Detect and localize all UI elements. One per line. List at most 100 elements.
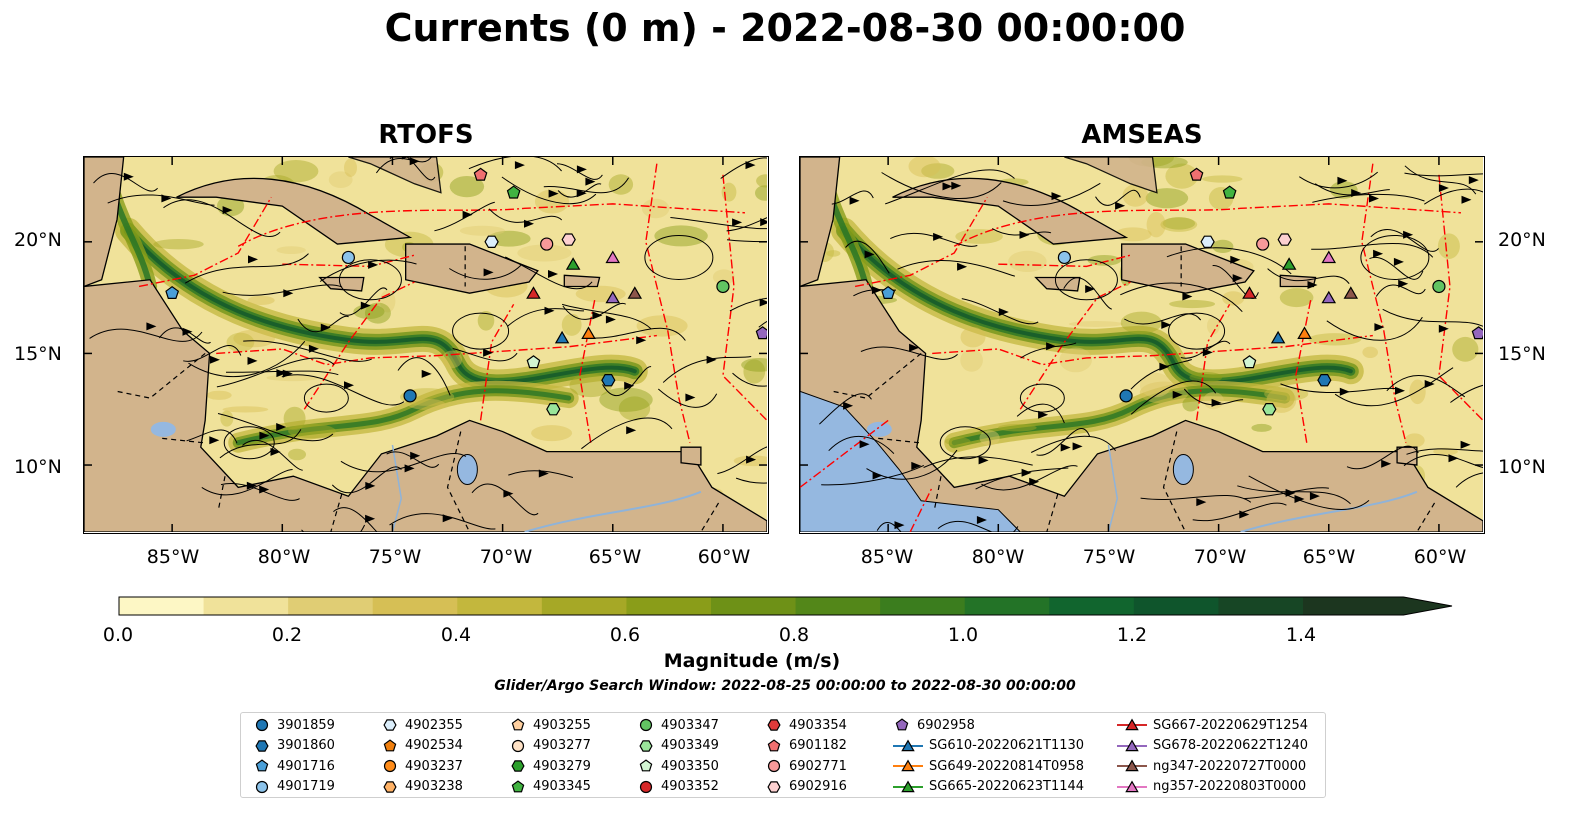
lon-label-65w-right: 65°W xyxy=(1302,546,1356,568)
platform-marker xyxy=(1277,233,1292,246)
colorbar-tick: 1.2 xyxy=(1116,624,1148,646)
lat-label-10n-right: 10°N xyxy=(1498,456,1546,478)
legend-item: 4903279 xyxy=(509,756,591,776)
legend-marker-icon xyxy=(893,779,923,792)
legend-label: 4903350 xyxy=(661,758,719,774)
eddy-streamline xyxy=(1019,383,1065,413)
colorbar-outline xyxy=(118,596,1453,616)
legend-label: 6902958 xyxy=(917,717,975,733)
legend-marker xyxy=(901,738,915,751)
legend-marker-icon xyxy=(511,779,525,792)
legend-label: 4903237 xyxy=(405,758,463,774)
legend-marker-icon xyxy=(1117,718,1147,731)
platform-marker xyxy=(1189,167,1204,181)
legend-label: 3901859 xyxy=(277,717,335,733)
legend-marker-icon xyxy=(255,759,269,772)
platform-marker xyxy=(1242,286,1257,299)
legend-marker xyxy=(767,738,781,751)
legend-marker xyxy=(383,759,397,773)
platform-marker xyxy=(165,285,180,299)
platform-marker xyxy=(1297,326,1312,339)
colorbar-segment xyxy=(711,597,797,615)
platform-marker xyxy=(506,185,521,199)
legend-item: SG649-20220814T0958 xyxy=(893,756,1084,776)
colorbar-segment xyxy=(795,597,881,615)
legend-item: SG610-20220621T1130 xyxy=(893,736,1084,756)
search-window-text: Glider/Argo Search Window: 2022-08-25 00… xyxy=(494,678,1076,694)
legend-item: 3901860 xyxy=(253,736,335,756)
legend-label: 4902355 xyxy=(405,717,463,733)
platform-marker xyxy=(1281,257,1297,270)
legend-label: 4901716 xyxy=(277,758,335,774)
legend-marker xyxy=(383,780,397,793)
legend-marker-icon xyxy=(895,718,909,731)
platform-marker xyxy=(341,250,355,265)
legend-marker-icon xyxy=(1117,738,1147,751)
platform-marker xyxy=(755,326,767,340)
national-borders xyxy=(116,246,720,532)
lake-maracaibo xyxy=(456,454,478,485)
lon-label-80w-right: 80°W xyxy=(971,546,1025,568)
map-panel-amseas[interactable] xyxy=(799,156,1485,534)
cuba-island xyxy=(176,177,413,245)
bahamas-islands xyxy=(1064,157,1158,194)
national-borders xyxy=(832,246,1436,532)
legend-label: ng357-20220803T0000 xyxy=(1153,779,1307,794)
lon-label-75w-left: 75°W xyxy=(368,546,422,568)
lake-maracaibo xyxy=(1172,454,1194,485)
legend-item: 6902916 xyxy=(765,777,847,797)
platform-marker xyxy=(1321,290,1337,304)
legend-label: SG665-20220623T1144 xyxy=(929,779,1085,794)
platform-marker xyxy=(565,257,581,270)
legend-marker-icon xyxy=(255,718,269,732)
lat-label-15n-right: 15°N xyxy=(1498,343,1546,365)
eddy-streamline xyxy=(1168,312,1226,350)
legend-item: 4902534 xyxy=(381,736,463,756)
river xyxy=(1107,444,1119,532)
eddy-streamline xyxy=(223,426,275,460)
legend-item: 6902958 xyxy=(893,715,975,735)
platform-marker xyxy=(605,250,621,264)
colorbar-tick: 1.4 xyxy=(1285,624,1317,646)
lon-label-60w-left: 60°W xyxy=(697,546,751,568)
legend-marker xyxy=(1125,779,1139,792)
colorbar-tick: 0.6 xyxy=(609,624,641,646)
colorbar-segment xyxy=(288,597,374,615)
legend-label: 3901860 xyxy=(277,738,335,753)
platform-marker xyxy=(1262,403,1277,416)
platform-marker xyxy=(881,285,896,299)
platform-marker xyxy=(526,286,541,299)
legend-label: 4903347 xyxy=(661,717,719,733)
legend-label: SG649-20220814T0958 xyxy=(929,758,1085,774)
platform-marker xyxy=(1471,326,1483,340)
legend-marker-icon xyxy=(639,718,653,732)
colorbar-label: Magnitude (m/s) xyxy=(663,650,841,672)
platform-marker xyxy=(403,389,417,403)
legend-item: SG678-20220622T1240 xyxy=(1117,736,1308,756)
legend-marker-icon xyxy=(511,739,525,752)
legend-item: ng347-20220727T0000 xyxy=(1117,756,1306,776)
platform-marker xyxy=(1432,279,1446,294)
lake-nicaragua xyxy=(866,421,892,437)
eddy-streamline xyxy=(1054,259,1118,301)
legend-item: 4903238 xyxy=(381,777,463,797)
legend-label: 4903345 xyxy=(533,779,591,794)
legend-marker xyxy=(639,780,653,793)
land-masses xyxy=(84,157,767,532)
legend-marker-icon xyxy=(383,738,397,751)
map-panel-rtofs[interactable] xyxy=(83,156,769,534)
legend-marker-icon xyxy=(383,719,397,731)
legend-item: 4903237 xyxy=(381,756,463,776)
colorbar-tick: 0.4 xyxy=(440,624,472,646)
trinidad-island xyxy=(1396,446,1418,466)
legend-item: 4903255 xyxy=(509,715,591,735)
current-streamlines xyxy=(819,165,1483,532)
legend-label: 4903352 xyxy=(661,779,719,794)
platform-marker xyxy=(1222,185,1237,199)
platform-marker xyxy=(716,279,730,294)
legend-label: 4903354 xyxy=(789,717,847,733)
legend-item: SG665-20220623T1144 xyxy=(893,777,1084,797)
legend-item: SG667-20220629T1254 xyxy=(1117,715,1308,735)
legend-marker xyxy=(767,780,781,793)
axis-ticks xyxy=(84,157,767,532)
